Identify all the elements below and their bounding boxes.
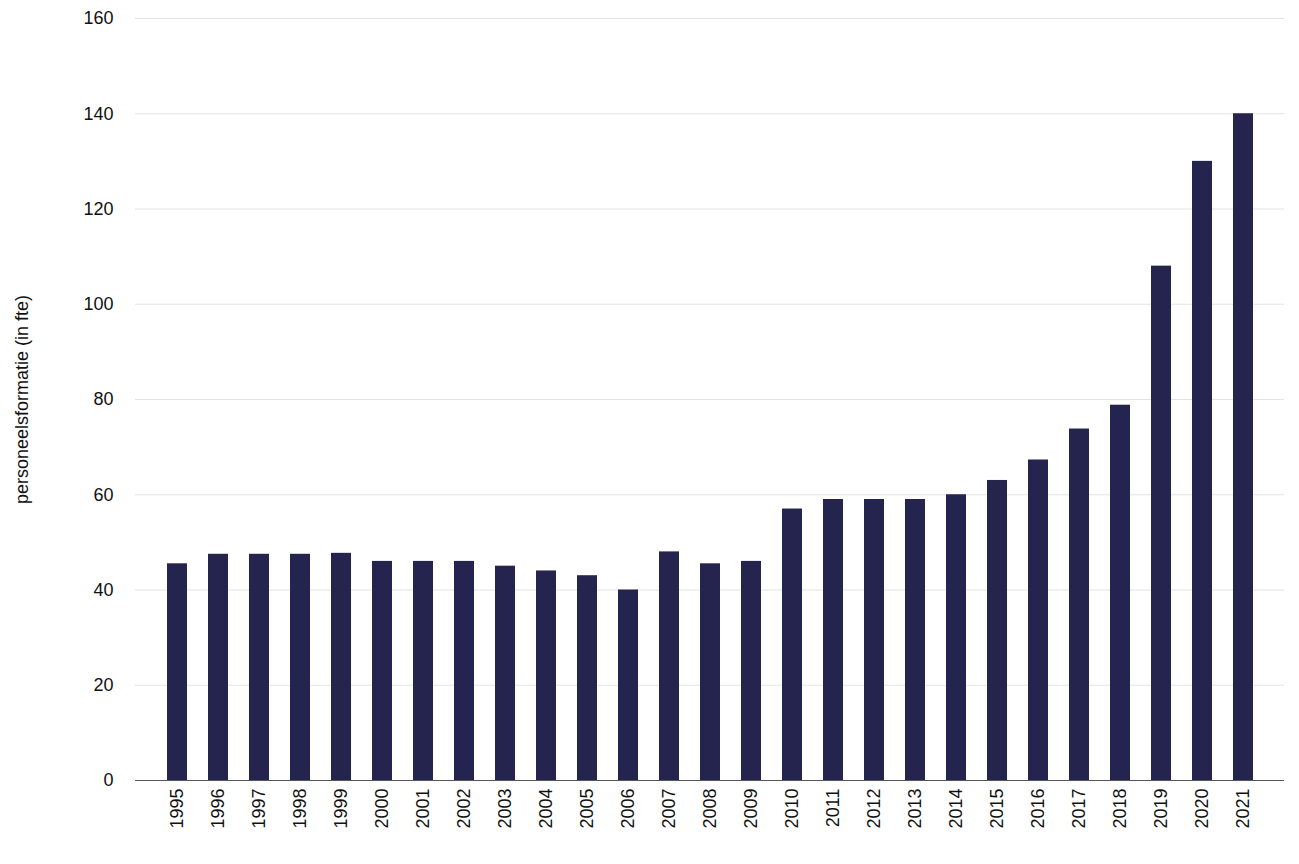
svg-text:1998: 1998 [290,789,310,829]
svg-text:2002: 2002 [454,789,474,829]
svg-text:1997: 1997 [249,789,269,829]
svg-text:20: 20 [93,675,113,695]
svg-text:140: 140 [83,104,113,124]
svg-text:2017: 2017 [1069,789,1089,829]
svg-text:2000: 2000 [372,789,392,829]
svg-text:100: 100 [83,294,113,314]
svg-text:2007: 2007 [659,789,679,829]
svg-text:2008: 2008 [700,789,720,829]
svg-text:2012: 2012 [864,789,884,829]
svg-text:2015: 2015 [987,789,1007,829]
svg-text:2009: 2009 [741,789,761,829]
svg-text:2010: 2010 [782,789,802,829]
svg-text:2014: 2014 [946,789,966,829]
svg-text:2020: 2020 [1192,789,1212,829]
svg-text:0: 0 [103,770,113,790]
svg-text:2001: 2001 [413,789,433,829]
svg-text:120: 120 [83,199,113,219]
svg-text:60: 60 [93,485,113,505]
svg-text:2016: 2016 [1028,789,1048,829]
svg-text:1996: 1996 [208,789,228,829]
svg-text:2021: 2021 [1233,789,1253,829]
svg-text:2018: 2018 [1110,789,1130,829]
svg-text:2004: 2004 [536,789,556,829]
svg-text:40: 40 [93,580,113,600]
svg-text:1995: 1995 [167,789,187,829]
svg-text:160: 160 [83,8,113,28]
svg-text:2011: 2011 [823,789,843,828]
svg-text:2006: 2006 [618,789,638,829]
svg-text:2013: 2013 [905,789,925,829]
svg-text:2005: 2005 [577,789,597,829]
svg-text:2003: 2003 [495,789,515,829]
svg-text:1999: 1999 [331,789,351,829]
svg-text:personeelsformatie (in fte): personeelsformatie (in fte) [12,295,32,504]
svg-text:80: 80 [93,389,113,409]
svg-text:2019: 2019 [1151,789,1171,829]
